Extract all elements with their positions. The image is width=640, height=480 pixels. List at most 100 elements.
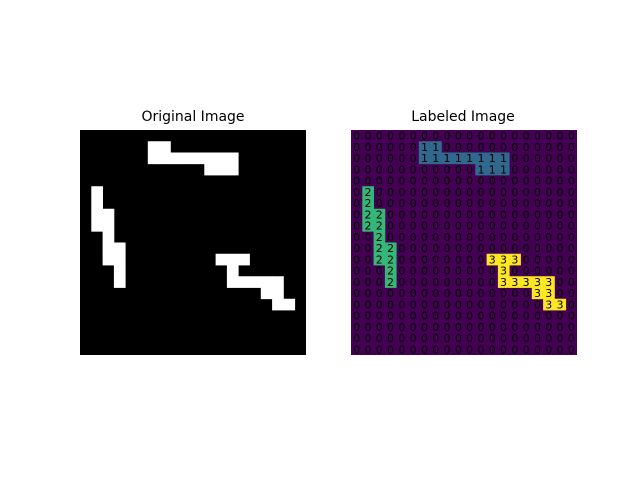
cell-label: 3	[511, 253, 518, 266]
cell-label: 0	[511, 231, 518, 244]
cell-label: 0	[511, 321, 518, 334]
cell-label: 0	[398, 265, 405, 278]
cell-label: 0	[364, 242, 371, 255]
cell-label: 0	[353, 332, 360, 345]
cell-label: 0	[432, 197, 439, 210]
labeled-pixel-3	[543, 287, 555, 300]
labeled-pixel-3	[486, 253, 499, 266]
original-pixel	[272, 276, 284, 288]
cell-label: 0	[398, 186, 405, 199]
cell-label: 0	[376, 141, 383, 154]
labeled-pixel-2	[362, 220, 374, 232]
cell-label: 0	[353, 310, 360, 323]
cell-label: 0	[545, 310, 552, 323]
cell-label: 0	[523, 343, 530, 356]
cell-label: 0	[511, 310, 518, 323]
cell-label: 0	[410, 208, 417, 221]
original-image-title: Original Image	[141, 109, 244, 125]
cell-label: 0	[489, 141, 496, 154]
cell-label: 0	[523, 208, 530, 221]
cell-label: 0	[444, 332, 451, 345]
cell-label: 0	[500, 175, 507, 188]
cell-label: 0	[364, 141, 371, 154]
cell-label: 0	[444, 298, 451, 311]
cell-label: 0	[500, 141, 507, 154]
cell-label: 0	[432, 242, 439, 255]
cell-label: 0	[466, 175, 473, 188]
cell-label: 0	[455, 141, 462, 154]
cell-label: 0	[523, 253, 530, 266]
original-pixel	[91, 186, 103, 198]
cell-label: 0	[364, 152, 371, 165]
labeled-pixel-2	[373, 242, 386, 255]
cell-label: 0	[398, 298, 405, 311]
cell-label: 0	[557, 343, 564, 356]
cell-label: 2	[376, 208, 383, 221]
cell-label: 0	[568, 298, 575, 311]
cell-label: 0	[466, 310, 473, 323]
cell-label: 3	[523, 276, 530, 289]
cell-label: 0	[410, 231, 417, 244]
cell-label: 0	[455, 310, 462, 323]
labeled-pixel-3	[543, 276, 555, 288]
cell-label: 0	[432, 208, 439, 221]
cell-label: 0	[364, 321, 371, 334]
cell-label: 0	[477, 130, 484, 143]
cell-label: 0	[455, 130, 462, 143]
cell-label: 0	[466, 298, 473, 311]
cell-label: 1	[444, 152, 451, 165]
cell-label: 0	[557, 186, 564, 199]
cell-label: 0	[545, 163, 552, 176]
cell-label: 0	[455, 175, 462, 188]
cell-label: 0	[455, 298, 462, 311]
cell-label: 0	[398, 310, 405, 323]
cell-label: 0	[353, 163, 360, 176]
cell-label: 2	[376, 220, 383, 233]
cell-label: 0	[466, 332, 473, 345]
cell-label: 0	[477, 197, 484, 210]
cell-label: 0	[568, 332, 575, 345]
cell-label: 0	[568, 220, 575, 233]
cell-label: 0	[432, 298, 439, 311]
labeled-pixel-2	[384, 242, 397, 255]
cell-label: 0	[432, 253, 439, 266]
cell-label: 0	[545, 253, 552, 266]
cell-label: 0	[387, 130, 394, 143]
cell-label: 0	[568, 175, 575, 188]
cell-label: 0	[568, 287, 575, 300]
labeled-pixel-2	[384, 276, 397, 288]
cell-label: 0	[376, 197, 383, 210]
cell-label: 0	[557, 220, 564, 233]
cell-label: 0	[353, 298, 360, 311]
cell-label: 0	[376, 265, 383, 278]
cell-label: 0	[444, 310, 451, 323]
cell-label: 0	[500, 208, 507, 221]
cell-label: 0	[500, 242, 507, 255]
original-pixel	[238, 253, 250, 266]
cell-label: 0	[387, 163, 394, 176]
original-pixel	[159, 141, 171, 153]
cell-label: 0	[466, 197, 473, 210]
cell-label: 0	[500, 287, 507, 300]
cell-label: 0	[444, 253, 451, 266]
labeled-pixel-1	[486, 163, 499, 176]
cell-label: 1	[432, 141, 439, 154]
cell-label: 3	[545, 298, 552, 311]
cell-label: 0	[511, 186, 518, 199]
labeled-pixel-3	[497, 265, 510, 277]
cell-label: 0	[387, 197, 394, 210]
cell-label: 0	[455, 287, 462, 300]
cell-label: 0	[489, 287, 496, 300]
cell-label: 0	[444, 321, 451, 334]
cell-label: 0	[477, 175, 484, 188]
cell-label: 0	[466, 130, 473, 143]
cell-label: 0	[398, 152, 405, 165]
cell-label: 0	[477, 141, 484, 154]
cell-label: 0	[489, 197, 496, 210]
cell-label: 0	[376, 310, 383, 323]
cell-label: 0	[500, 186, 507, 199]
cell-label: 0	[353, 186, 360, 199]
original-pixel	[113, 276, 126, 288]
cell-label: 0	[511, 197, 518, 210]
